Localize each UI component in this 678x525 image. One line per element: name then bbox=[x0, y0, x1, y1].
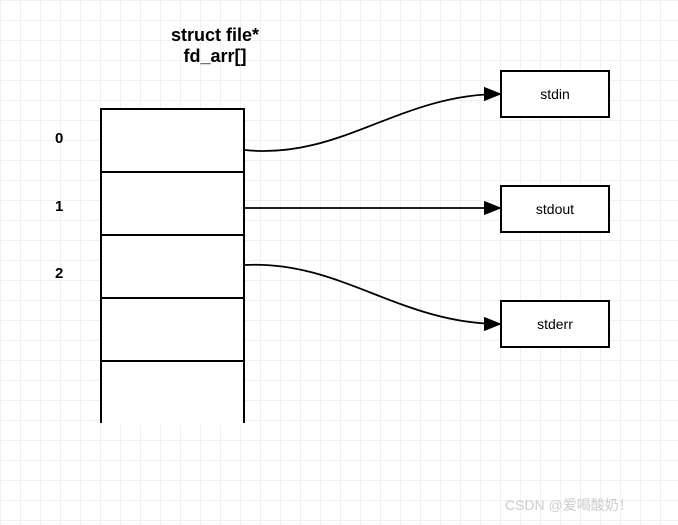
target-box-stdout: stdout bbox=[500, 185, 610, 233]
array-cell bbox=[102, 173, 243, 236]
title-line2: fd_arr[] bbox=[140, 46, 290, 67]
watermark: CSDN @爱喝酸奶！ bbox=[505, 495, 633, 515]
target-box-stderr: stderr bbox=[500, 300, 610, 348]
array-container bbox=[100, 108, 245, 423]
target-box-stdin: stdin bbox=[500, 70, 610, 118]
array-cell bbox=[102, 299, 243, 362]
index-label: 0 bbox=[55, 130, 63, 147]
arrow-path bbox=[245, 94, 500, 151]
diagram-title: struct file* fd_arr[] bbox=[140, 25, 290, 67]
index-label: 2 bbox=[55, 265, 63, 282]
title-line1: struct file* bbox=[140, 25, 290, 46]
array-cell bbox=[102, 236, 243, 299]
array-cell bbox=[102, 362, 243, 425]
index-label: 1 bbox=[55, 198, 63, 215]
array-cell bbox=[102, 110, 243, 173]
arrow-path bbox=[245, 265, 500, 324]
